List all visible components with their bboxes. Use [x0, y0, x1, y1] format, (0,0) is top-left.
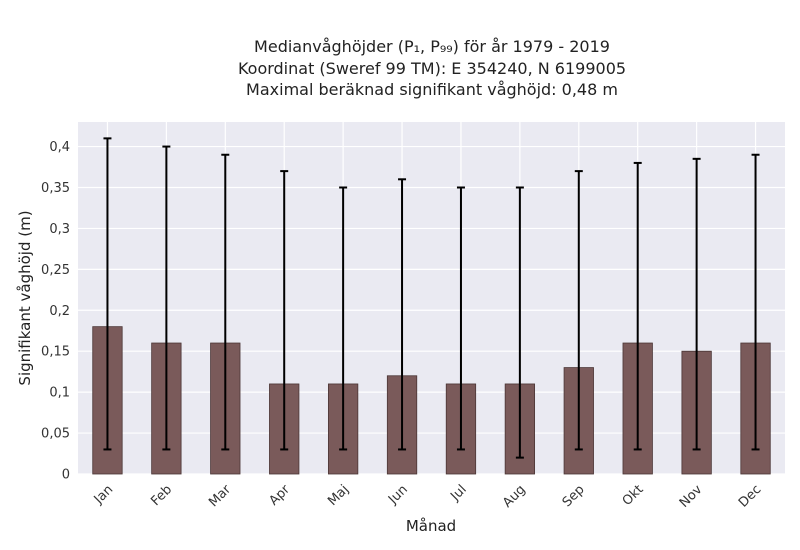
x-tick-label: Sep — [560, 482, 588, 510]
x-tick-label: Mar — [206, 482, 234, 510]
x-tick-label: Aug — [500, 482, 529, 511]
y-tick-label: 0,2 — [49, 304, 70, 319]
title-line-3: Maximal beräknad signifikant våghöjd: 0,… — [246, 80, 618, 99]
y-tick-label: 0,4 — [49, 140, 70, 155]
y-tick-label: 0,3 — [49, 222, 70, 237]
x-tick-label: Apr — [267, 482, 294, 509]
title-line-1: Medianvåghöjder (P₁, P₉₉) för år 1979 - … — [254, 37, 610, 56]
plot-area — [78, 122, 785, 474]
y-tick-label: 0,15 — [41, 345, 70, 360]
chart-title: Medianvåghöjder (P₁, P₉₉) för år 1979 - … — [238, 37, 626, 99]
x-tick-label: Okt — [620, 482, 647, 509]
y-tick-label: 0,35 — [41, 181, 70, 196]
x-axis-label: Månad — [406, 517, 456, 535]
x-tick-label: Jan — [91, 482, 116, 507]
y-tick-label: 0 — [62, 468, 70, 483]
x-tick-label: Jun — [385, 482, 411, 508]
y-axis-label: Signifikant våghöjd (m) — [16, 210, 34, 385]
y-tick-label: 0,25 — [41, 263, 70, 278]
error-bars — [103, 137, 760, 459]
x-tick-label: Jul — [447, 482, 469, 504]
y-tick-label: 0,1 — [49, 386, 70, 401]
x-tick-label: Maj — [325, 482, 352, 509]
y-tick-label: 0,05 — [41, 427, 70, 442]
x-tick-label: Dec — [736, 482, 764, 510]
x-axis-ticks: Jan Feb Mar Apr Maj Jun Jul Aug Sep Okt Nov Dec — [91, 482, 765, 511]
x-tick-label: Nov — [677, 482, 706, 511]
x-tick-label: Feb — [148, 482, 175, 509]
y-axis-ticks: 0 0,05 0,1 0,15 0,2 0,25 0,3 0,35 0,4 — [41, 140, 70, 482]
title-line-2: Koordinat (Sweref 99 TM): E 354240, N 61… — [238, 59, 626, 78]
